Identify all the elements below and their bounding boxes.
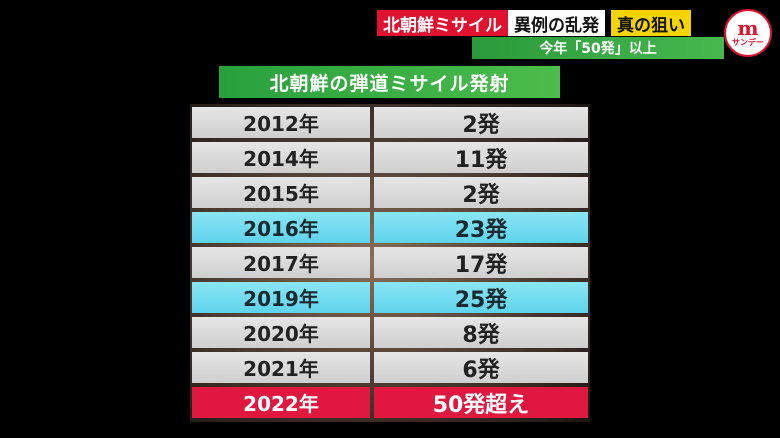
table-row: 2014年 11発 [192, 142, 588, 173]
count-cell: 25発 [374, 282, 588, 313]
year-cell: 2012年 [192, 107, 370, 138]
year-cell: 2019年 [192, 282, 370, 313]
count-cell: 2発 [374, 107, 588, 138]
subheadline: 今年「50発」以上 [472, 37, 724, 59]
count-cell: 6発 [374, 352, 588, 383]
count-cell: 8発 [374, 317, 588, 348]
table-row: 2021年 6発 [192, 352, 588, 383]
table-row-highlight: 2019年 25発 [192, 282, 588, 313]
table-row: 2017年 17発 [192, 247, 588, 278]
year-cell: 2017年 [192, 247, 370, 278]
table-row-current: 2022年 50発超え [192, 387, 588, 418]
year-cell: 2022年 [192, 387, 370, 418]
table-row: 2020年 8発 [192, 317, 588, 348]
count-cell: 50発超え [374, 387, 588, 418]
panel-title: 北朝鮮の弾道ミサイル発射 [219, 66, 560, 98]
count-cell: 17発 [374, 247, 588, 278]
year-cell: 2021年 [192, 352, 370, 383]
headline-ticker: 北朝鮮ミサイル 異例の乱発 真の狙い [377, 10, 691, 36]
year-cell: 2015年 [192, 177, 370, 208]
channel-logo: m サンデー [724, 9, 772, 57]
year-cell: 2014年 [192, 142, 370, 173]
count-cell: 23発 [374, 212, 588, 243]
launch-table: 2012年 2発 2014年 11発 2015年 2発 2016年 23発 20… [192, 107, 588, 422]
year-cell: 2020年 [192, 317, 370, 348]
headline-topic: 北朝鮮ミサイル [377, 10, 508, 36]
headline-tag: 真の狙い [611, 10, 691, 36]
count-cell: 2発 [374, 177, 588, 208]
headline-main: 異例の乱発 [508, 10, 605, 36]
year-cell: 2016年 [192, 212, 370, 243]
table-row: 2015年 2発 [192, 177, 588, 208]
table-row-highlight: 2016年 23発 [192, 212, 588, 243]
logo-subtext: サンデー [732, 38, 764, 47]
table-row: 2012年 2発 [192, 107, 588, 138]
count-cell: 11発 [374, 142, 588, 173]
logo-letter: m [737, 16, 759, 40]
